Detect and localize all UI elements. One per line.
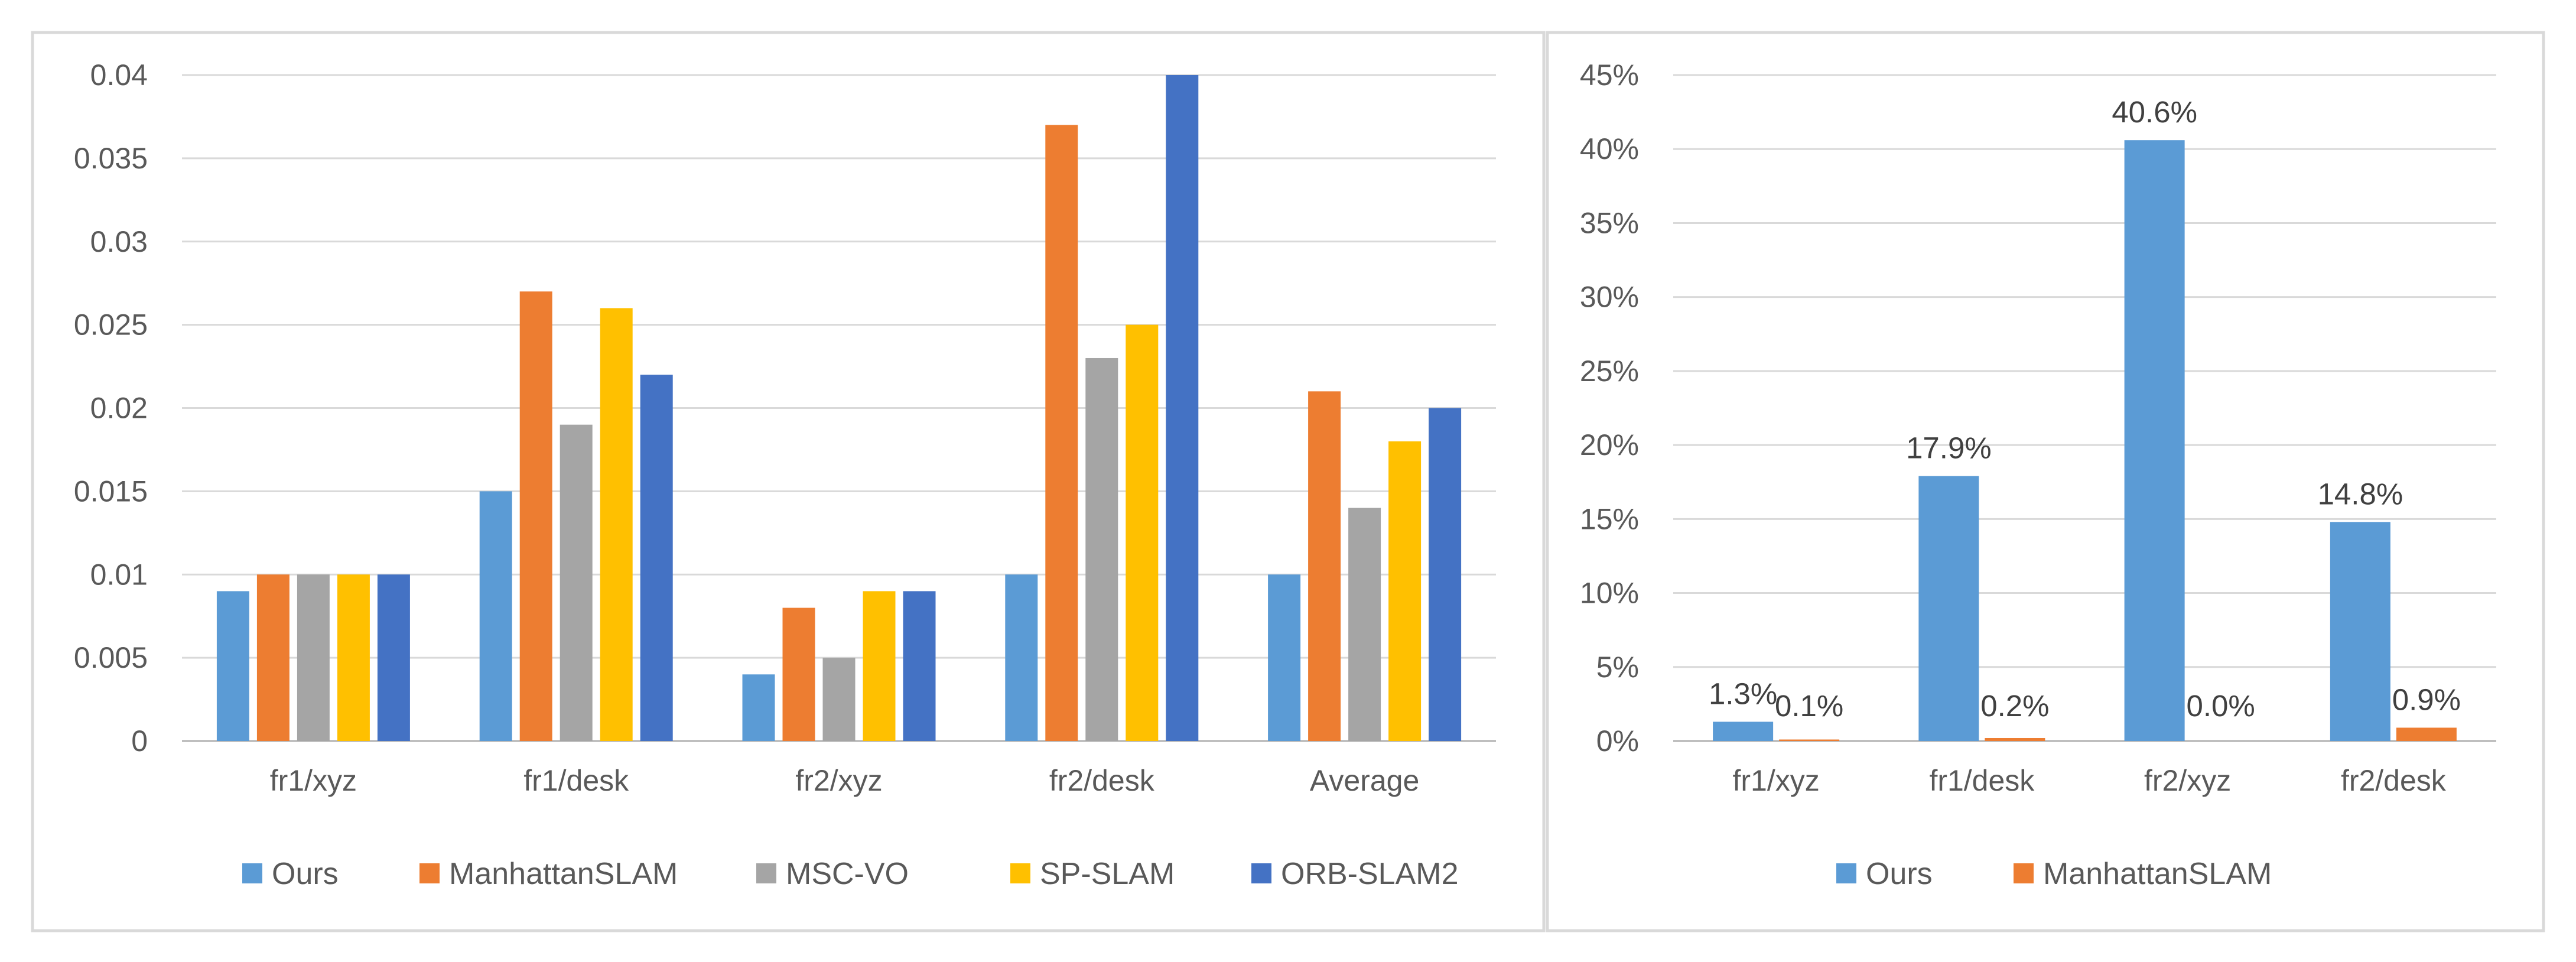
bar-ours-fr2-desk: [2330, 522, 2390, 741]
bar-sp-slam-fr2-xyz: [863, 591, 896, 741]
legend-label-ours: Ours: [272, 857, 339, 891]
bar-orb-slam2-average: [1429, 408, 1462, 741]
left-chart-panel: [31, 31, 1546, 932]
bar-ours-average: [1268, 574, 1301, 741]
x-tick-label-fr2-xyz: fr2/xyz: [2144, 764, 2231, 797]
data-label-manhattanslam-fr1-xyz: 0.1%: [1775, 689, 1843, 723]
y-tick-label-10: 10%: [1580, 577, 1639, 610]
data-label-ours-fr1-xyz: 1.3%: [1709, 677, 1777, 710]
bar-ours-fr1-desk: [1918, 476, 1979, 741]
bar-sp-slam-average: [1388, 441, 1422, 741]
y-tick-label-0-035: 0.035: [74, 142, 148, 175]
legend-swatch-sp-slam: [1010, 863, 1030, 883]
bar-sp-slam-fr1-desk: [600, 308, 633, 741]
data-label-manhattanslam-fr2-xyz: 0.0%: [2187, 689, 2255, 723]
y-tick-label-0-04: 0.04: [90, 58, 148, 92]
bar-ours-fr1-xyz: [1713, 722, 1774, 741]
bar-orb-slam2-fr1-xyz: [377, 574, 410, 741]
data-label-manhattanslam-fr2-desk: 0.9%: [2392, 682, 2461, 716]
bar-orb-slam2-fr2-xyz: [903, 591, 936, 741]
right-chart-panel: [1546, 31, 2545, 932]
data-label-ours-fr1-desk: 17.9%: [1906, 431, 1992, 465]
bar-ours-fr2-xyz: [742, 674, 775, 741]
legend-label-manhattanslam: ManhattanSLAM: [449, 857, 678, 891]
bar-msc-vo-fr2-desk: [1085, 358, 1118, 741]
bar-manhattanslam-fr2-desk: [2396, 727, 2457, 741]
legend-swatch-manhattanslam: [2014, 863, 2034, 883]
legend-label-msc-vo: MSC-VO: [786, 857, 909, 891]
legend-label-manhattanslam: ManhattanSLAM: [2043, 857, 2272, 891]
x-tick-label-fr2-xyz: fr2/xyz: [795, 764, 882, 797]
x-tick-label-fr2-desk: fr2/desk: [2341, 764, 2447, 797]
data-label-ours-fr2-desk: 14.8%: [2318, 477, 2403, 511]
bar-msc-vo-average: [1348, 508, 1381, 741]
bar-manhattanslam-fr1-xyz: [1779, 739, 1840, 741]
improvement-bar-chart: 0%5%10%15%20%25%30%35%40%45%fr1/xyz1.3%0…: [1580, 58, 2496, 891]
legend-label-orb-slam2: ORB-SLAM2: [1281, 857, 1459, 891]
bar-sp-slam-fr2-desk: [1126, 324, 1159, 741]
bar-manhattanslam-fr2-desk: [1045, 125, 1078, 741]
y-tick-label-15: 15%: [1580, 502, 1639, 535]
bar-manhattanslam-fr1-desk: [519, 291, 552, 741]
bar-msc-vo-fr2-xyz: [822, 658, 856, 741]
legend-label-ours: Ours: [1866, 857, 1933, 891]
bar-ours-fr2-xyz: [2124, 140, 2185, 741]
bar-msc-vo-fr1-xyz: [297, 574, 330, 741]
bar-orb-slam2-fr2-desk: [1166, 75, 1199, 741]
y-tick-label-0-025: 0.025: [74, 308, 148, 342]
bar-ours-fr2-desk: [1005, 574, 1038, 741]
bar-manhattanslam-fr1-xyz: [256, 574, 290, 741]
y-tick-label-5: 5%: [1596, 651, 1639, 684]
data-label-ours-fr2-xyz: 40.6%: [2112, 95, 2197, 129]
bar-manhattanslam-average: [1308, 391, 1341, 741]
bar-orb-slam2-fr1-desk: [640, 375, 673, 741]
x-tick-label-fr1-desk: fr1/desk: [1929, 764, 2035, 797]
x-tick-label-fr1-xyz: fr1/xyz: [270, 764, 357, 797]
bar-ours-fr1-xyz: [216, 591, 249, 741]
legend-swatch-orb-slam2: [1251, 863, 1271, 883]
y-tick-label-20: 20%: [1580, 428, 1639, 462]
y-tick-label-30: 30%: [1580, 281, 1639, 314]
y-tick-label-35: 35%: [1580, 206, 1639, 239]
y-tick-label-0: 0: [131, 724, 148, 758]
y-tick-label-0-02: 0.02: [90, 392, 148, 425]
rmse-bar-chart: 0 0.005 0.01 0.015 0.02 0.025 0.03 0.035 0.04 fr1…: [74, 58, 1496, 891]
y-tick-label-0-03: 0.03: [90, 225, 148, 258]
x-tick-label-fr2-desk: fr2/desk: [1049, 764, 1155, 797]
y-tick-label-40: 40%: [1580, 132, 1639, 165]
bar-manhattanslam-fr1-desk: [1985, 737, 2045, 741]
y-tick-label-0-015: 0.015: [74, 474, 148, 508]
x-tick-label-fr1-desk: fr1/desk: [523, 764, 629, 797]
y-tick-label-0-005: 0.005: [74, 641, 148, 674]
bar-sp-slam-fr1-xyz: [337, 574, 370, 741]
legend-swatch-manhattanslam: [419, 863, 440, 883]
y-tick-label-45: 45%: [1580, 58, 1639, 92]
legend-label-sp-slam: SP-SLAM: [1040, 857, 1175, 891]
y-tick-label-25: 25%: [1580, 355, 1639, 388]
bar-msc-vo-fr1-desk: [560, 424, 593, 741]
bar-manhattanslam-fr2-xyz: [782, 607, 815, 741]
x-tick-label-average: Average: [1310, 764, 1419, 797]
x-tick-label-fr1-xyz: fr1/xyz: [1733, 764, 1820, 797]
legend-swatch-ours: [1836, 863, 1856, 883]
bar-ours-fr1-desk: [479, 491, 512, 741]
y-tick-label-0: 0%: [1596, 724, 1639, 758]
legend-swatch-ours: [242, 863, 262, 883]
y-tick-label-0-01: 0.01: [90, 558, 148, 591]
data-label-manhattanslam-fr1-desk: 0.2%: [1980, 689, 2049, 723]
legend-swatch-msc-vo: [756, 863, 776, 883]
